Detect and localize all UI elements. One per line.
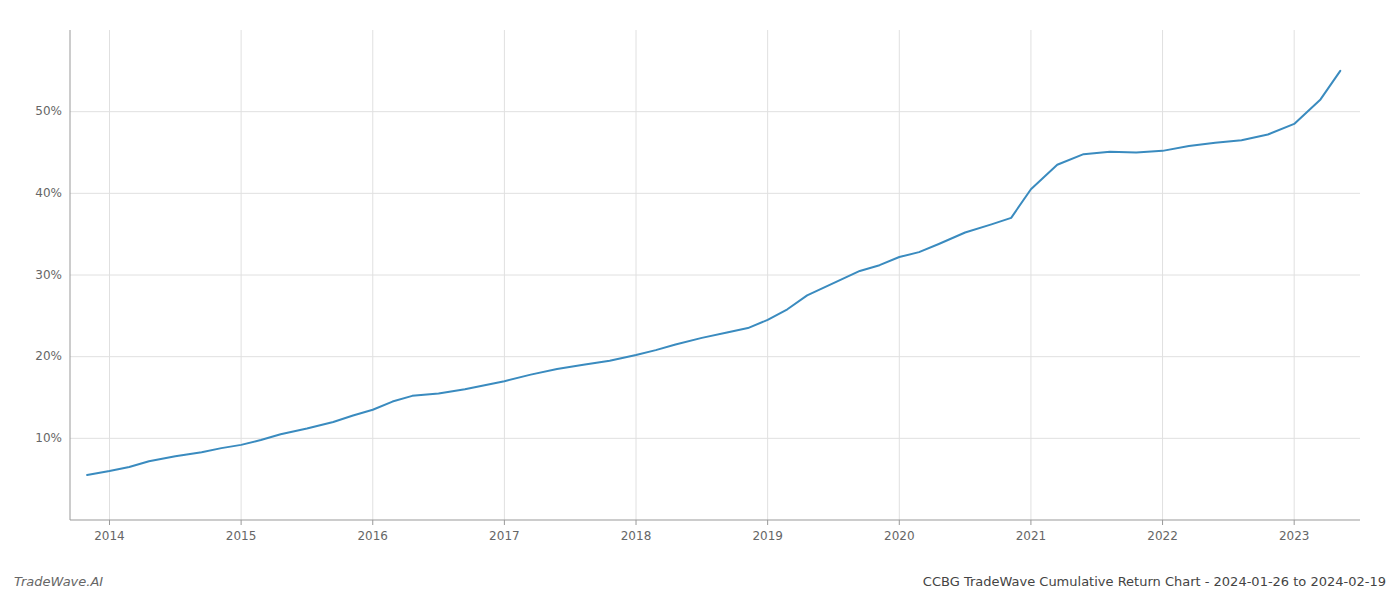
x-grid-line — [1294, 30, 1295, 520]
y-grid-line — [70, 193, 1360, 194]
y-axis-line — [70, 30, 71, 520]
x-tick-mark — [767, 520, 768, 525]
x-tick-label: 2021 — [1016, 529, 1047, 543]
y-grid-line — [70, 111, 1360, 112]
grid — [70, 30, 1360, 520]
x-tick-label: 2019 — [752, 529, 783, 543]
x-axis-line — [70, 520, 1360, 521]
x-tick-label: 2020 — [884, 529, 915, 543]
x-tick-mark — [1294, 520, 1295, 525]
x-tick-label: 2015 — [226, 529, 257, 543]
title: CCBG TradeWave Cumulative Return Chart -… — [923, 574, 1386, 589]
x-grid-line — [241, 30, 242, 520]
y-grid-line — [70, 356, 1360, 357]
x-grid-line — [636, 30, 637, 520]
x-tick-mark — [241, 520, 242, 525]
y-tick-label: 50% — [35, 104, 62, 118]
x-grid-line — [899, 30, 900, 520]
watermark: TradeWave.AI — [14, 574, 103, 589]
y-tick-label: 20% — [35, 349, 62, 363]
x-grid-line — [1030, 30, 1031, 520]
axes — [70, 30, 1360, 525]
x-tick-mark — [504, 520, 505, 525]
x-grid-line — [372, 30, 373, 520]
x-tick-mark — [636, 520, 637, 525]
x-tick-mark — [1030, 520, 1031, 525]
x-grid-line — [1162, 30, 1163, 520]
y-tick-label: 30% — [35, 268, 62, 282]
y-tick-label: 40% — [35, 186, 62, 200]
y-tick-label: 10% — [35, 431, 62, 445]
x-tick-label: 2023 — [1279, 529, 1310, 543]
x-tick-mark — [372, 520, 373, 525]
data-line — [87, 71, 1340, 475]
chart: 10% 20% 30% 40% 50% 2014 2015 2016 2017 2018 2019 2… — [0, 0, 1400, 600]
x-tick-label: 2017 — [489, 529, 520, 543]
x-tick-mark — [1162, 520, 1163, 525]
texts: 10% 20% 30% 40% 50% 2014 2015 2016 2017 2018 2019 2… — [14, 104, 1386, 589]
x-tick-label: 2016 — [357, 529, 388, 543]
y-grid-line — [70, 275, 1360, 276]
page: {"chart_data": {"type": "line", "title":… — [0, 0, 1400, 600]
x-tick-mark — [109, 520, 110, 525]
x-tick-label: 2018 — [621, 529, 652, 543]
x-tick-mark — [899, 520, 900, 525]
x-grid-line — [767, 30, 768, 520]
x-grid-line — [504, 30, 505, 520]
plot-area — [87, 71, 1340, 475]
x-grid-line — [109, 30, 110, 520]
x-tick-label: 2014 — [94, 529, 125, 543]
x-tick-label: 2022 — [1147, 529, 1178, 543]
